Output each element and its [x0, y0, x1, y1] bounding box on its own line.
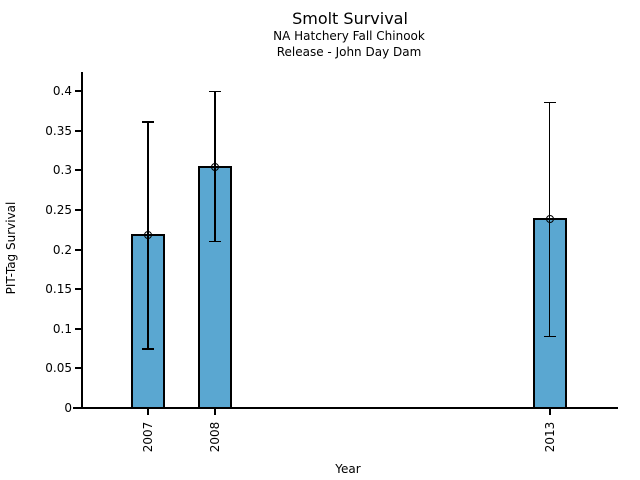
y-tick-label: 0.25 [45, 202, 72, 217]
point-marker [545, 215, 554, 224]
error-bar-cap-top [208, 90, 221, 93]
y-tick-label: 0.3 [52, 163, 72, 178]
y-tick-mark [75, 129, 81, 132]
y-tick-mark [75, 169, 81, 172]
y-tick-mark [75, 407, 81, 409]
x-tick-mark [213, 409, 216, 415]
x-tick-label: 2013 [542, 421, 557, 453]
y-tick-mark [75, 248, 81, 251]
chart-title: Smolt Survival [292, 9, 408, 28]
chart-subtitle-line2: Release - John Day Dam [276, 45, 422, 59]
y-tick-label: 0.35 [45, 123, 72, 138]
y-tick-mark [75, 367, 81, 370]
x-tick-mark [147, 409, 149, 415]
y-tick-mark [75, 208, 81, 211]
error-bar-cap-bottom [142, 348, 154, 350]
y-tick-mark [75, 327, 81, 330]
x-axis-label: Year [335, 462, 361, 476]
chart-subtitle-line1: NA Hatchery Fall Chinook [273, 29, 425, 43]
y-tick-mark [75, 288, 81, 291]
point-marker [210, 163, 219, 172]
y-tick-label: 0.15 [45, 282, 72, 297]
y-tick-mark [75, 90, 81, 92]
point-marker [144, 231, 152, 240]
y-tick-label: 0.05 [45, 361, 72, 376]
y-axis-line [81, 72, 83, 409]
x-tick-mark [548, 409, 551, 415]
x-axis-line [73, 407, 618, 409]
x-tick-label: 2008 [207, 421, 222, 453]
y-tick-label: 0.2 [52, 242, 72, 257]
error-bar-cap-top [543, 101, 556, 104]
y-tick-label: 0.1 [52, 321, 72, 336]
error-bar-cap-top [142, 120, 154, 123]
error-bar-cap-bottom [543, 335, 556, 338]
y-tick-label: 0.4 [52, 84, 72, 98]
error-bar-cap-bottom [208, 240, 221, 243]
x-tick-label: 2007 [141, 421, 155, 453]
y-tick-label: 0 [64, 401, 72, 415]
